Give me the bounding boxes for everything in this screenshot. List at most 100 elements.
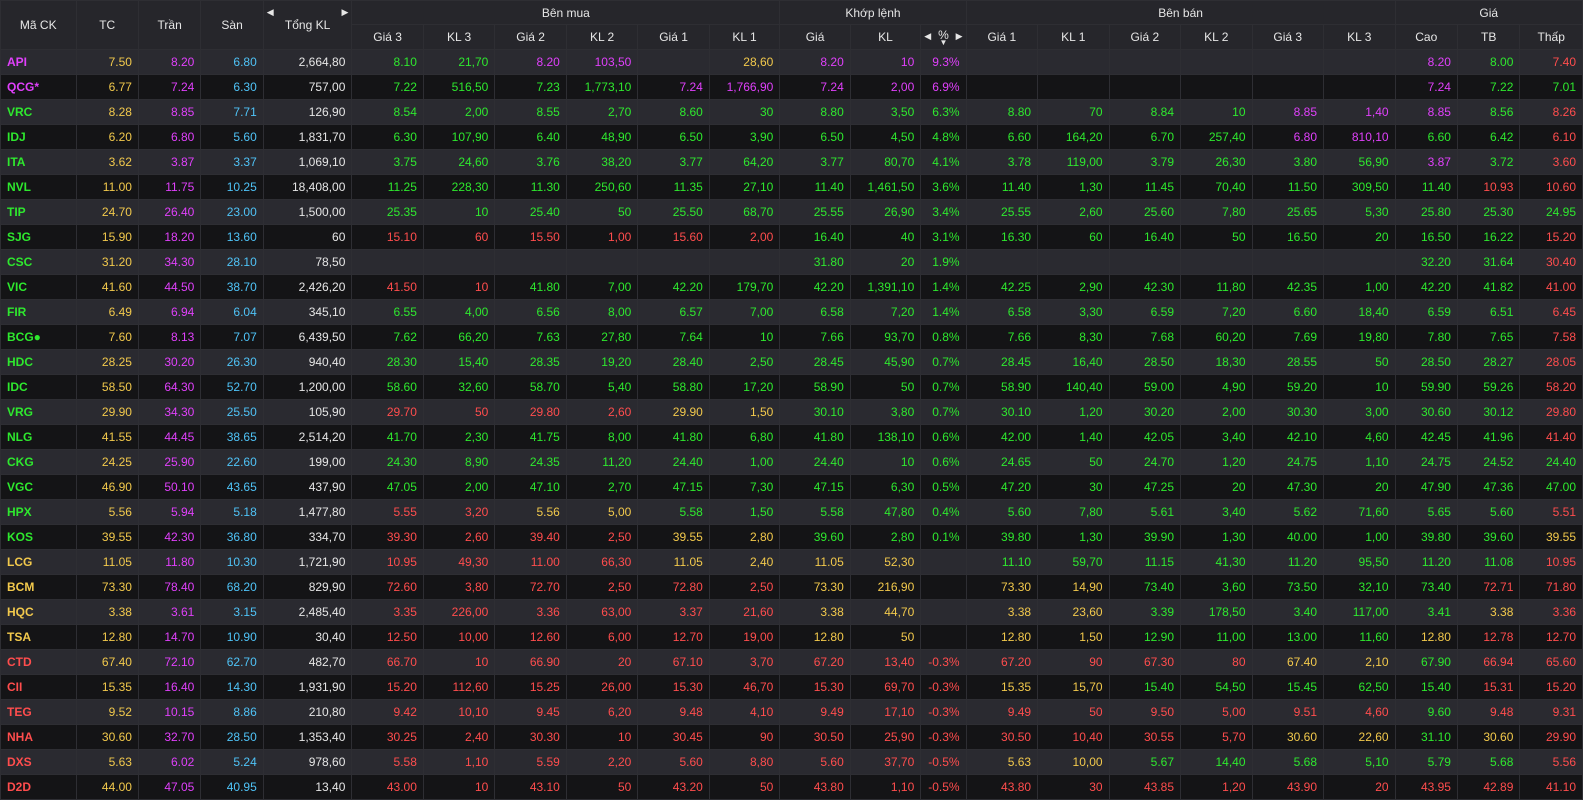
caret-left-icon[interactable]: ◀ — [924, 31, 932, 41]
table-row[interactable]: KOS 39.55 42.30 36.80 334,70 39.30 2,60 39.40 2,… — [0, 524, 1583, 550]
table-row[interactable]: IDC 58.50 64.30 52.70 1,200,00 58.60 32,60 58.7… — [0, 374, 1583, 400]
header-ban-gia-2[interactable]: Giá 2 — [1108, 24, 1182, 50]
mua-kl-2-cell: 8,00 — [565, 424, 639, 450]
header-mua-kl-1[interactable]: KL 1 — [708, 24, 781, 50]
table-row[interactable]: API 7.50 8.20 6.80 2,664,80 8.10 21,70 8.20 103,… — [0, 49, 1583, 75]
symbol-cell: LCG — [0, 549, 77, 575]
header-tran[interactable]: Trần — [137, 0, 202, 50]
table-row[interactable]: TEG 9.52 10.15 8.86 210,80 9.42 10,10 9.45 6,20 9… — [0, 699, 1583, 725]
mua-gia-1-cell: 12.70 — [637, 624, 710, 650]
table-row[interactable]: FIR 6.49 6.94 6.04 345,10 6.55 4,00 6.56 8,00 6.5… — [0, 299, 1583, 325]
table-row[interactable]: NLG 41.55 44.45 38.65 2,514,20 41.70 2,30 41.75… — [0, 424, 1583, 450]
gia-thap-cell: 3.60 — [1519, 149, 1583, 175]
table-row[interactable]: BCG● 7.60 8.13 7.07 6,439,50 7.62 66,20 7.63 27,… — [0, 324, 1583, 350]
gia-cao-cell: 3.41 — [1394, 599, 1458, 625]
header-gia-cao[interactable]: Cao — [1394, 24, 1458, 50]
table-row[interactable]: BCM 73.30 78.40 68.20 829,90 72.60 3,80 72.70 2,… — [0, 574, 1583, 600]
table-row[interactable]: DXS 5.63 6.02 5.24 978,60 5.58 1,10 5.59 2,20 5.6… — [0, 749, 1583, 775]
mua-gia-2-cell: 41.75 — [494, 424, 567, 450]
table-row[interactable]: NVL 11.00 11.75 10.25 18,408,00 11.25 228,30 11… — [0, 174, 1583, 200]
table-row[interactable]: CTD 67.40 72.10 62.70 482,70 66.70 10 66.90 20 67… — [0, 649, 1583, 675]
tc-cell: 44.00 — [75, 774, 139, 800]
table-row[interactable]: LCG 11.05 11.80 10.30 1,721,90 10.95 49,30 11.0… — [0, 549, 1583, 575]
ban-gia-3-cell: 47.30 — [1251, 474, 1325, 500]
ban-gia-1-cell: 24.65 — [965, 449, 1039, 475]
mua-gia-3-cell: 30.25 — [351, 724, 424, 750]
header-khop-pct[interactable]: ◀% ▼ ▶ — [920, 24, 967, 50]
table-row[interactable]: VGC 46.90 50.10 43.65 437,90 47.05 2,00 47.10 2,… — [0, 474, 1583, 500]
table-row[interactable]: CII 15.35 16.40 14.30 1,931,90 15.20 112,60 15.… — [0, 674, 1583, 700]
table-row[interactable]: QCG* 6.77 7.24 6.30 757,00 7.22 516,50 7.23 1,77… — [0, 74, 1583, 100]
mua-kl-3-cell: 10,00 — [422, 624, 496, 650]
header-gia-tb[interactable]: TB — [1456, 24, 1521, 50]
khop-gia-cell: 73.30 — [779, 574, 851, 600]
header-ma-ck[interactable]: Mã CK — [0, 0, 77, 50]
ban-kl-1-cell: 23,60 — [1037, 599, 1110, 625]
khop-gia-cell: 39.60 — [779, 524, 851, 550]
mua-kl-3-cell: 226,00 — [422, 599, 496, 625]
table-row[interactable]: HQC 3.38 3.61 3.15 2,485,40 3.35 226,00 3.36 63,… — [0, 599, 1583, 625]
table-row[interactable]: ITA 3.62 3.87 3.37 1,069,10 3.75 24,60 3.76 38,2… — [0, 149, 1583, 175]
header-mua-kl-2[interactable]: KL 2 — [565, 24, 639, 50]
table-row[interactable]: VRG 29.90 34.30 25.50 105,90 29.70 50 29.80 2,60… — [0, 399, 1583, 425]
mua-gia-1-cell: 58.80 — [637, 374, 710, 400]
table-row[interactable]: TIP 24.70 26.40 23.00 1,500,00 25.35 10 25.40 50… — [0, 199, 1583, 225]
header-mua-gia-1[interactable]: Giá 1 — [637, 24, 710, 50]
ban-kl-3-cell: 95,50 — [1323, 549, 1396, 575]
header-ban-kl-2[interactable]: KL 2 — [1180, 24, 1253, 50]
header-gia-thap[interactable]: Thấp — [1519, 24, 1583, 50]
table-row[interactable]: TSA 12.80 14.70 10.90 30,40 12.50 10,00 12.60 6,… — [0, 624, 1583, 650]
gia-cao-cell: 16.50 — [1394, 224, 1458, 250]
header-ban-kl-3[interactable]: KL 3 — [1323, 24, 1396, 50]
mua-gia-1-cell: 3.37 — [637, 599, 710, 625]
header-ban-gia-3[interactable]: Giá 3 — [1251, 24, 1325, 50]
table-row[interactable]: VIC 41.60 44.50 38.70 2,426,20 41.50 10 41.80 7,… — [0, 274, 1583, 300]
header-mua-gia-2[interactable]: Giá 2 — [494, 24, 567, 50]
mua-gia-3-cell: 7.62 — [351, 324, 424, 350]
table-row[interactable]: NHA 30.60 32.70 28.50 1,353,40 30.25 2,40 30.30… — [0, 724, 1583, 750]
gia-cao-cell: 25.80 — [1394, 199, 1458, 225]
header-mua-gia-3[interactable]: Giá 3 — [351, 24, 424, 50]
header-ban-kl-1[interactable]: KL 1 — [1037, 24, 1110, 50]
table-row[interactable]: CSC 31.20 34.30 28.10 78,50 31.80 20 1.9% 32.20 3… — [0, 249, 1583, 275]
tong-kl-cell: 2,664,80 — [262, 49, 353, 75]
header-mua-kl-3[interactable]: KL 3 — [422, 24, 496, 50]
gia-thap-cell: 58.20 — [1519, 374, 1583, 400]
khop-pct-cell: 6.3% — [920, 99, 967, 125]
table-row[interactable]: SJG 15.90 18.20 13.60 60 15.10 60 15.50 1,00 15.6… — [0, 224, 1583, 250]
sort-down-icon[interactable]: ▼ — [939, 38, 948, 47]
san-cell: 43.65 — [200, 474, 264, 500]
ban-gia-1-cell: 11.40 — [965, 174, 1039, 200]
gia-tb-cell: 47.36 — [1456, 474, 1521, 500]
caret-right-icon[interactable]: ▶ — [341, 7, 349, 17]
ban-kl-2-cell: 14,40 — [1180, 749, 1253, 775]
caret-right-icon[interactable]: ▶ — [955, 31, 963, 41]
ban-gia-3-cell: 30.30 — [1251, 399, 1325, 425]
ban-kl-2-cell: 54,50 — [1180, 674, 1253, 700]
ban-gia-3-cell: 67.40 — [1251, 649, 1325, 675]
header-tong-kl[interactable]: ◀ Tổng KL ▶ — [262, 0, 353, 50]
table-row[interactable]: HDC 28.25 30.20 26.30 940,40 28.30 15,40 28.35 1… — [0, 349, 1583, 375]
header-san[interactable]: Sàn — [200, 0, 264, 50]
table-row[interactable]: D2D 44.00 47.05 40.95 13,40 43.00 10 43.10 50 43.… — [0, 774, 1583, 800]
table-row[interactable]: CKG 24.25 25.90 22.60 199,00 24.30 8,90 24.35 11… — [0, 449, 1583, 475]
ban-kl-1-cell: 8,30 — [1037, 324, 1110, 350]
gia-tb-cell: 42.89 — [1456, 774, 1521, 800]
header-khop-gia[interactable]: Giá — [779, 24, 851, 50]
table-row[interactable]: IDJ 6.20 6.80 5.60 1,831,70 6.30 107,90 6.40 48,… — [0, 124, 1583, 150]
table-row[interactable]: VRC 8.28 8.85 7.71 126,90 8.54 2,00 8.55 2,70 8.6… — [0, 99, 1583, 125]
header-ban-gia-1[interactable]: Giá 1 — [965, 24, 1039, 50]
table-row[interactable]: HPX 5.56 5.94 5.18 1,477,80 5.55 3,20 5.56 5,00 5… — [0, 499, 1583, 525]
tc-cell: 24.70 — [75, 199, 139, 225]
mua-gia-2-cell: 8.55 — [494, 99, 567, 125]
tc-cell: 15.35 — [75, 674, 139, 700]
header-tc[interactable]: TC — [75, 0, 139, 50]
ban-kl-2-cell: 3,60 — [1180, 574, 1253, 600]
header-khop-kl[interactable]: KL — [849, 24, 922, 50]
ban-gia-3-cell: 59.20 — [1251, 374, 1325, 400]
khop-kl-cell: 80,70 — [849, 149, 922, 175]
san-cell: 23.00 — [200, 199, 264, 225]
caret-left-icon[interactable]: ◀ — [266, 7, 274, 17]
khop-pct-cell: 4.8% — [920, 124, 967, 150]
khop-gia-cell: 7.66 — [779, 324, 851, 350]
